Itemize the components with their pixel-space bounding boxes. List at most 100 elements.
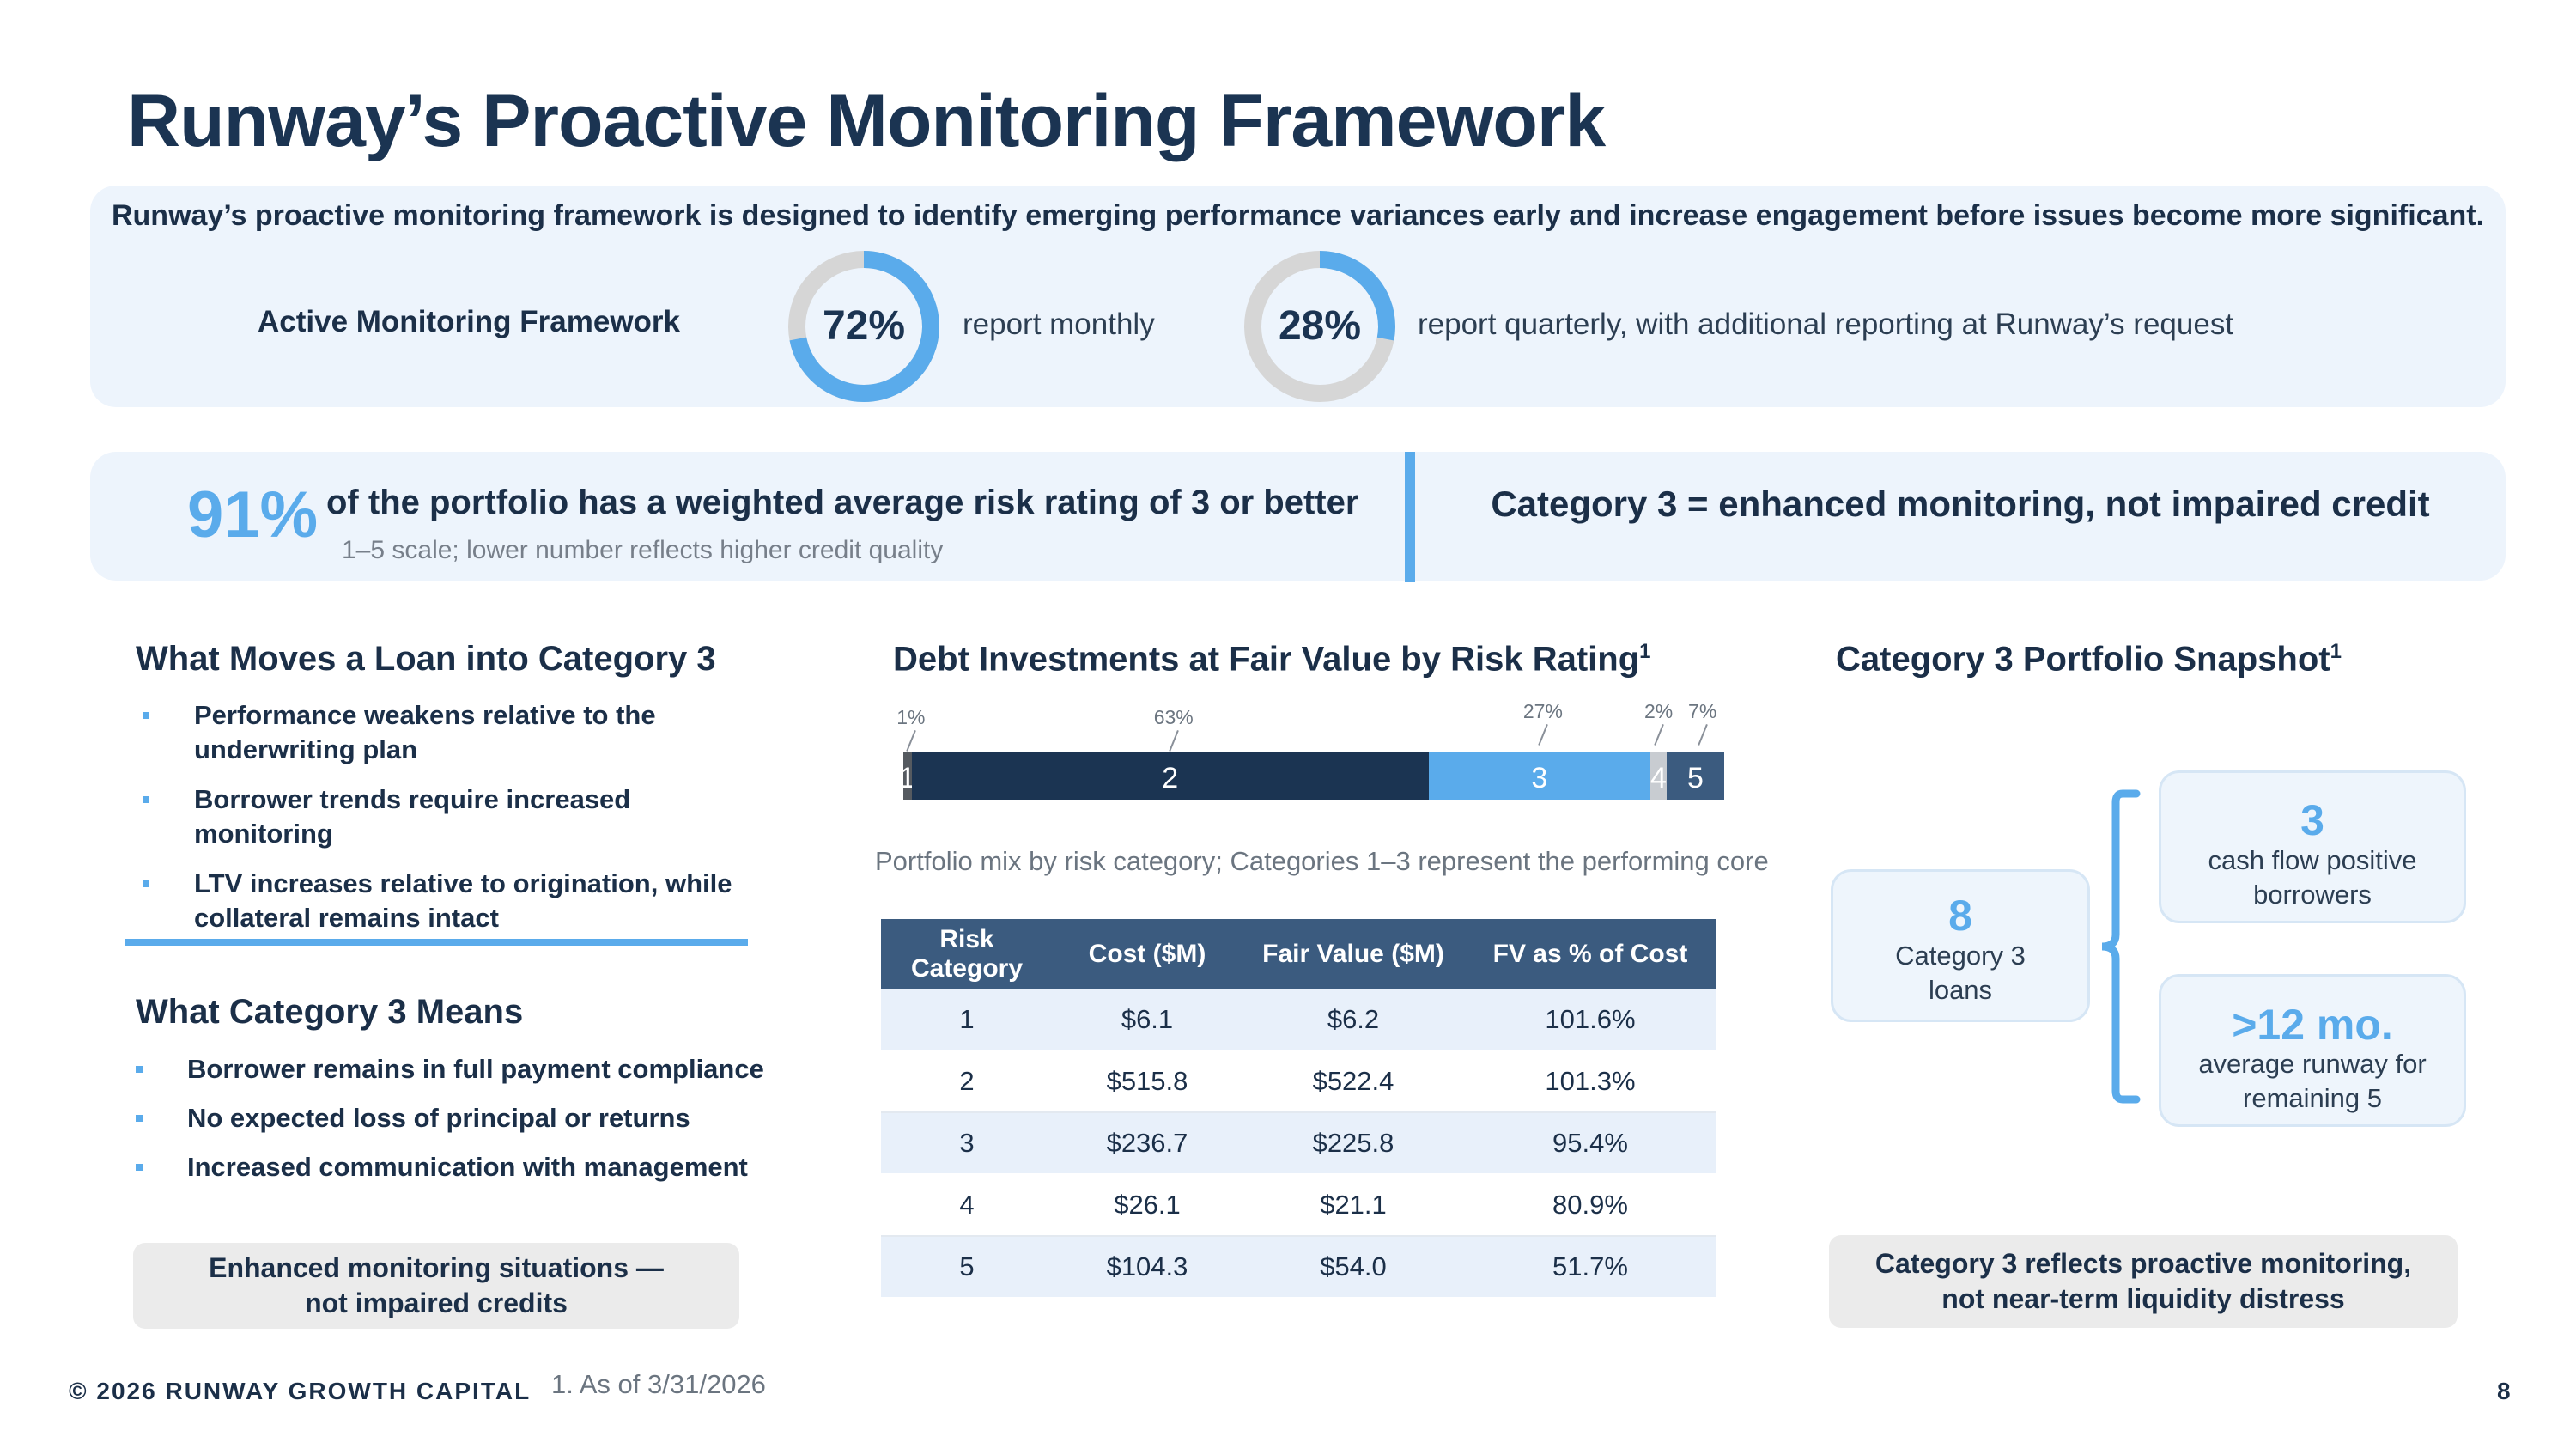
- donut-fill: [1244, 251, 1395, 402]
- bar-leader-line: [1168, 730, 1179, 752]
- table-row: 1 $6.1 $6.2 101.6%: [881, 989, 1716, 1051]
- liquidity-callout-text: Category 3 reflects proactive monitoring…: [1874, 1248, 2412, 1314]
- cell: 2: [881, 1050, 1053, 1113]
- footnote-marker: 1: [1639, 640, 1651, 663]
- table-row: 4 $26.1 $21.1 80.9%: [881, 1174, 1716, 1237]
- cashflow-box: 3 cash flow positive borrowers: [2159, 770, 2466, 923]
- moves-item: Borrower trends require increased monito…: [136, 782, 737, 851]
- cell: $6.2: [1242, 989, 1465, 1051]
- page-number: 8: [2497, 1378, 2511, 1404]
- donut-fill: [788, 251, 939, 402]
- col-header: FV as % of Cost: [1465, 919, 1716, 989]
- means-item: No expected loss of principal or returns: [129, 1101, 781, 1135]
- col-header: Risk Category: [881, 919, 1053, 989]
- snapshot-title: Category 3 Portfolio Snapshot: [1836, 640, 2330, 679]
- quarterly-donut-ring: [1244, 251, 1395, 402]
- bar-segment-4: [1649, 752, 1668, 800]
- means-list: Borrower remains in full payment complia…: [129, 1052, 781, 1184]
- cell: 3: [881, 1112, 1053, 1175]
- bar-segment-2: [911, 752, 1429, 800]
- bar-segment-5: [1667, 752, 1724, 800]
- bar-data-label: 1%: [896, 706, 926, 728]
- bracket-connector: [2101, 789, 2141, 1104]
- table-row: 3 $236.7 $225.8 95.4%: [881, 1112, 1716, 1175]
- quarterly-percent: 28%: [1278, 303, 1362, 349]
- cell: 95.4%: [1465, 1112, 1716, 1175]
- means-heading: What Category 3 Means: [136, 993, 524, 1031]
- table-header-row: Risk Category Cost ($M) Fair Value ($M) …: [881, 919, 1716, 989]
- cell: 51.7%: [1465, 1236, 1716, 1299]
- bar-segment-1: [903, 752, 912, 800]
- bar-leader-line: [1697, 724, 1708, 746]
- col-header: Fair Value ($M): [1242, 919, 1465, 989]
- cell: 4: [881, 1174, 1053, 1237]
- moves-item: Performance weakens relative to the unde…: [136, 698, 737, 767]
- intro-panel: Runway’s proactive monitoring framework …: [90, 186, 2506, 407]
- means-item: Borrower remains in full payment complia…: [129, 1052, 781, 1087]
- rating-scale-note: 1–5 scale; lower number reflects higher …: [342, 536, 944, 564]
- cell: $26.1: [1053, 1174, 1242, 1237]
- cell: 1: [881, 989, 1053, 1051]
- moves-list: Performance weakens relative to the unde…: [136, 698, 737, 935]
- cell: 5: [881, 1236, 1053, 1299]
- liquidity-callout: Category 3 reflects proactive monitoring…: [1829, 1235, 2458, 1328]
- bar-leader-line: [1653, 724, 1664, 746]
- loans-box: 8 Category 3 loans: [1831, 869, 2090, 1022]
- bar-category-label: 4: [1650, 762, 1667, 795]
- rating-percent: 91%: [187, 478, 319, 551]
- cell: $104.3: [1053, 1236, 1242, 1299]
- portfolio-mix-note: Portfolio mix by risk category; Categori…: [875, 846, 1769, 876]
- risk-table: Risk Category Cost ($M) Fair Value ($M) …: [881, 919, 1716, 1299]
- bar-category-label: 1: [899, 762, 916, 795]
- cell: $225.8: [1242, 1112, 1465, 1175]
- rating-statement: of the portfolio has a weighted average …: [326, 484, 1359, 521]
- bar-data-label: 7%: [1688, 700, 1717, 722]
- monthly-donut: 72%: [787, 249, 941, 408]
- bar-leader-line: [906, 730, 916, 752]
- footnote: 1. As of 3/31/2026: [551, 1369, 766, 1399]
- col-header: Cost ($M): [1053, 919, 1242, 989]
- monthly-caption: report monthly: [963, 307, 1155, 341]
- bar-category-label: 5: [1687, 762, 1704, 795]
- table-row: 2 $515.8 $522.4 101.3%: [881, 1050, 1716, 1113]
- cell: 101.6%: [1465, 989, 1716, 1051]
- copyright: © 2026 RUNWAY GROWTH CAPITAL: [69, 1378, 532, 1404]
- monthly-donut-ring: [788, 251, 939, 402]
- runway-box: >12 mo. average runway for remaining 5: [2159, 974, 2466, 1127]
- runway-value: >12 mo.: [2232, 1001, 2393, 1049]
- framework-label: Active Monitoring Framework: [258, 305, 681, 338]
- loans-label: Category 3 loans: [1895, 941, 2026, 1005]
- monthly-percent: 72%: [822, 303, 906, 349]
- cell: $21.1: [1242, 1174, 1465, 1237]
- cell: 80.9%: [1465, 1174, 1716, 1237]
- cashflow-count: 3: [2300, 796, 2324, 844]
- means-item: Increased communication with management: [129, 1150, 781, 1184]
- loans-count: 8: [1948, 892, 1972, 940]
- intro-text: Runway’s proactive monitoring framework …: [111, 199, 2485, 232]
- bar-category-label: 3: [1531, 762, 1548, 795]
- cell: $6.1: [1053, 989, 1242, 1051]
- cell: $515.8: [1053, 1050, 1242, 1113]
- cashflow-label: cash flow positive borrowers: [2208, 845, 2417, 910]
- bar-leader-line: [1538, 724, 1548, 746]
- cell: $236.7: [1053, 1112, 1242, 1175]
- quarterly-donut: 28%: [1242, 249, 1397, 408]
- moves-item: LTV increases relative to origination, w…: [136, 867, 737, 935]
- page-title: Runway’s Proactive Monitoring Framework: [127, 80, 1606, 162]
- risk-chart-heading: Debt Investments at Fair Value by Risk R…: [893, 640, 1651, 679]
- bar-data-label: 2%: [1644, 700, 1674, 722]
- band-divider: [1405, 452, 1415, 582]
- snapshot-heading: Category 3 Portfolio Snapshot1: [1836, 640, 2342, 679]
- category3-definition: Category 3 = enhanced monitoring, not im…: [1491, 484, 2430, 524]
- cell: 101.3%: [1465, 1050, 1716, 1113]
- rating-band: [90, 452, 2506, 581]
- risk-chart-title: Debt Investments at Fair Value by Risk R…: [893, 640, 1640, 679]
- runway-label: average runway for remaining 5: [2198, 1049, 2427, 1113]
- table-row: 5 $104.3 $54.0 51.7%: [881, 1236, 1716, 1299]
- moves-heading: What Moves a Loan into Category 3: [136, 640, 716, 678]
- bar-data-label: 63%: [1153, 706, 1194, 728]
- enhanced-monitoring-callout: Enhanced monitoring situations — not imp…: [133, 1243, 739, 1329]
- quarterly-caption: report quarterly, with additional report…: [1418, 307, 2234, 341]
- cell: $54.0: [1242, 1236, 1465, 1299]
- bar-segment-3: [1428, 752, 1650, 800]
